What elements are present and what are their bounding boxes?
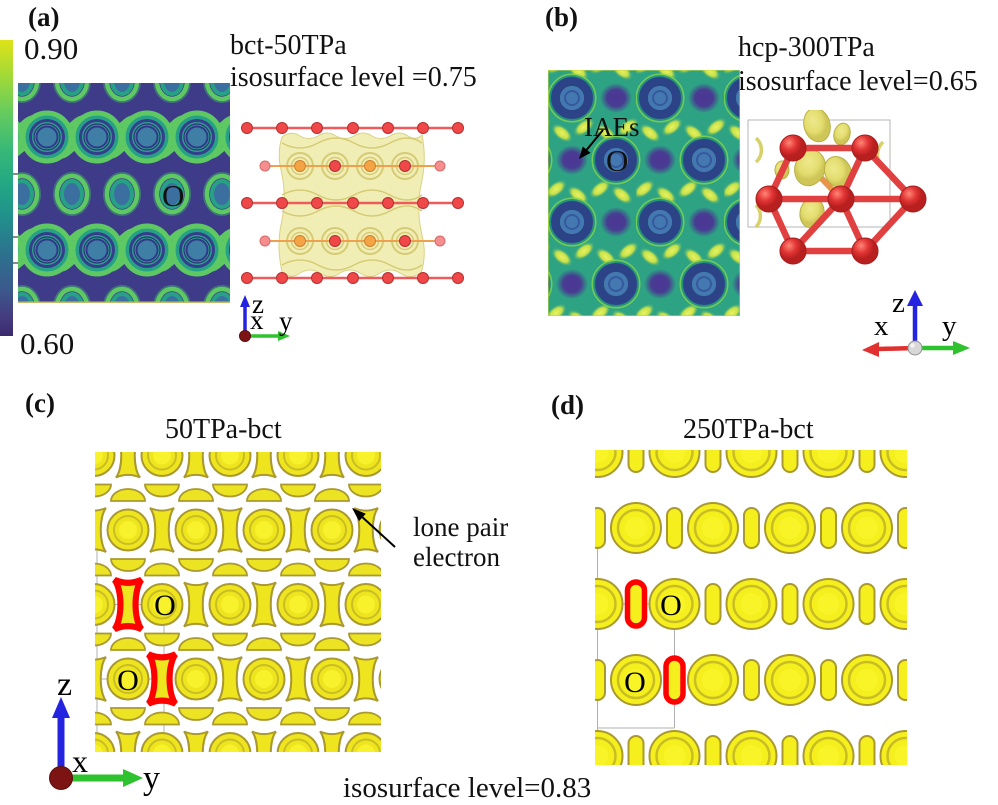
x-axis-arrowhead bbox=[862, 342, 879, 357]
panel-a-label: (a) bbox=[28, 2, 60, 32]
panel-d-oxygen-label-1: O bbox=[660, 589, 682, 622]
panel-b-title: hcp-300TPa bbox=[738, 32, 875, 63]
axis-triad-b: z x y bbox=[862, 287, 970, 357]
figure-footer-caption: isosurface level=0.83 bbox=[343, 772, 592, 804]
colorbar-tick bbox=[13, 173, 18, 175]
y-axis-arrowhead bbox=[123, 769, 143, 787]
y-axis-arrowhead bbox=[953, 341, 970, 355]
x-axis-origin-dot bbox=[49, 766, 73, 790]
colorbar bbox=[0, 40, 13, 336]
axis-triad-c: z x y bbox=[49, 666, 160, 797]
panel-a-oxygen-label: O bbox=[162, 178, 185, 213]
iaes-label: IAEs bbox=[584, 112, 640, 142]
panel-d-title: 250TPa-bct bbox=[683, 414, 814, 445]
structure-a bbox=[241, 122, 464, 284]
z-axis-arrowhead bbox=[907, 290, 923, 306]
z-axis-arrowhead bbox=[240, 295, 250, 307]
panel-c-oxygen-label-2: O bbox=[117, 664, 139, 697]
colorbar-tick bbox=[13, 262, 18, 264]
z-axis-label: z bbox=[57, 666, 72, 703]
iaes-arrow bbox=[579, 129, 604, 159]
x-axis-origin-dot bbox=[239, 330, 251, 342]
colorbar-min-label: 0.60 bbox=[20, 326, 75, 361]
y-axis-arrowhead bbox=[278, 331, 290, 341]
x-axis-label: x bbox=[874, 310, 889, 342]
panel-d-label: (d) bbox=[551, 390, 584, 420]
x-axis-label: x bbox=[72, 743, 88, 779]
colorbar-max-label: 0.90 bbox=[24, 31, 79, 66]
panel-a-title: bct-50TPa bbox=[230, 30, 347, 61]
lone-pair-arrow bbox=[352, 508, 396, 548]
y-axis-label: y bbox=[143, 760, 160, 797]
isosurface-panel-d: O O bbox=[595, 450, 907, 765]
z-axis-label: z bbox=[252, 289, 264, 319]
panel-a-subtitle: isosurface level =0.75 bbox=[230, 62, 477, 93]
z-axis-arrowhead bbox=[52, 697, 70, 718]
isosurface-panel-c: O O bbox=[95, 452, 381, 752]
atom-rows-a bbox=[241, 122, 464, 284]
highlight-outline-c-2 bbox=[145, 651, 179, 707]
panel-c-oxygen-label-1: O bbox=[154, 589, 176, 622]
highlight-outline-d-2 bbox=[663, 655, 686, 705]
panel-c-title: 50TPa-bct bbox=[165, 414, 282, 445]
y-axis-label: y bbox=[942, 310, 957, 342]
colorbar-tick bbox=[13, 236, 18, 238]
panel-c-label: (c) bbox=[25, 388, 55, 418]
elf-map-b bbox=[548, 70, 740, 316]
structure-b bbox=[747, 110, 927, 265]
elf-a-bottom-edge bbox=[18, 301, 230, 303]
highlight-outline-c-1 bbox=[111, 576, 145, 633]
axis-triad-a: z x y bbox=[239, 289, 293, 342]
y-axis-label: y bbox=[279, 306, 293, 336]
lone-pair-annotation-line1: lone pair bbox=[413, 512, 509, 542]
panel-b-oxygen-label: O bbox=[606, 143, 629, 178]
highlight-outline-d-1 bbox=[624, 579, 648, 629]
origin-sphere bbox=[907, 340, 923, 356]
panel-d-oxygen-label-2: O bbox=[624, 666, 646, 699]
x-axis-label: x bbox=[250, 305, 264, 335]
panel-b-label: (b) bbox=[545, 2, 578, 32]
origin-sphere-highlight bbox=[910, 343, 915, 348]
panel-b-subtitle: isosurface level=0.65 bbox=[738, 66, 978, 97]
z-axis-label: z bbox=[892, 287, 905, 319]
lone-pair-annotation-line2: electron bbox=[413, 542, 500, 572]
atoms-b bbox=[755, 134, 927, 265]
isosurface-lobes-b bbox=[774, 110, 853, 229]
elf-map-a bbox=[18, 83, 230, 303]
